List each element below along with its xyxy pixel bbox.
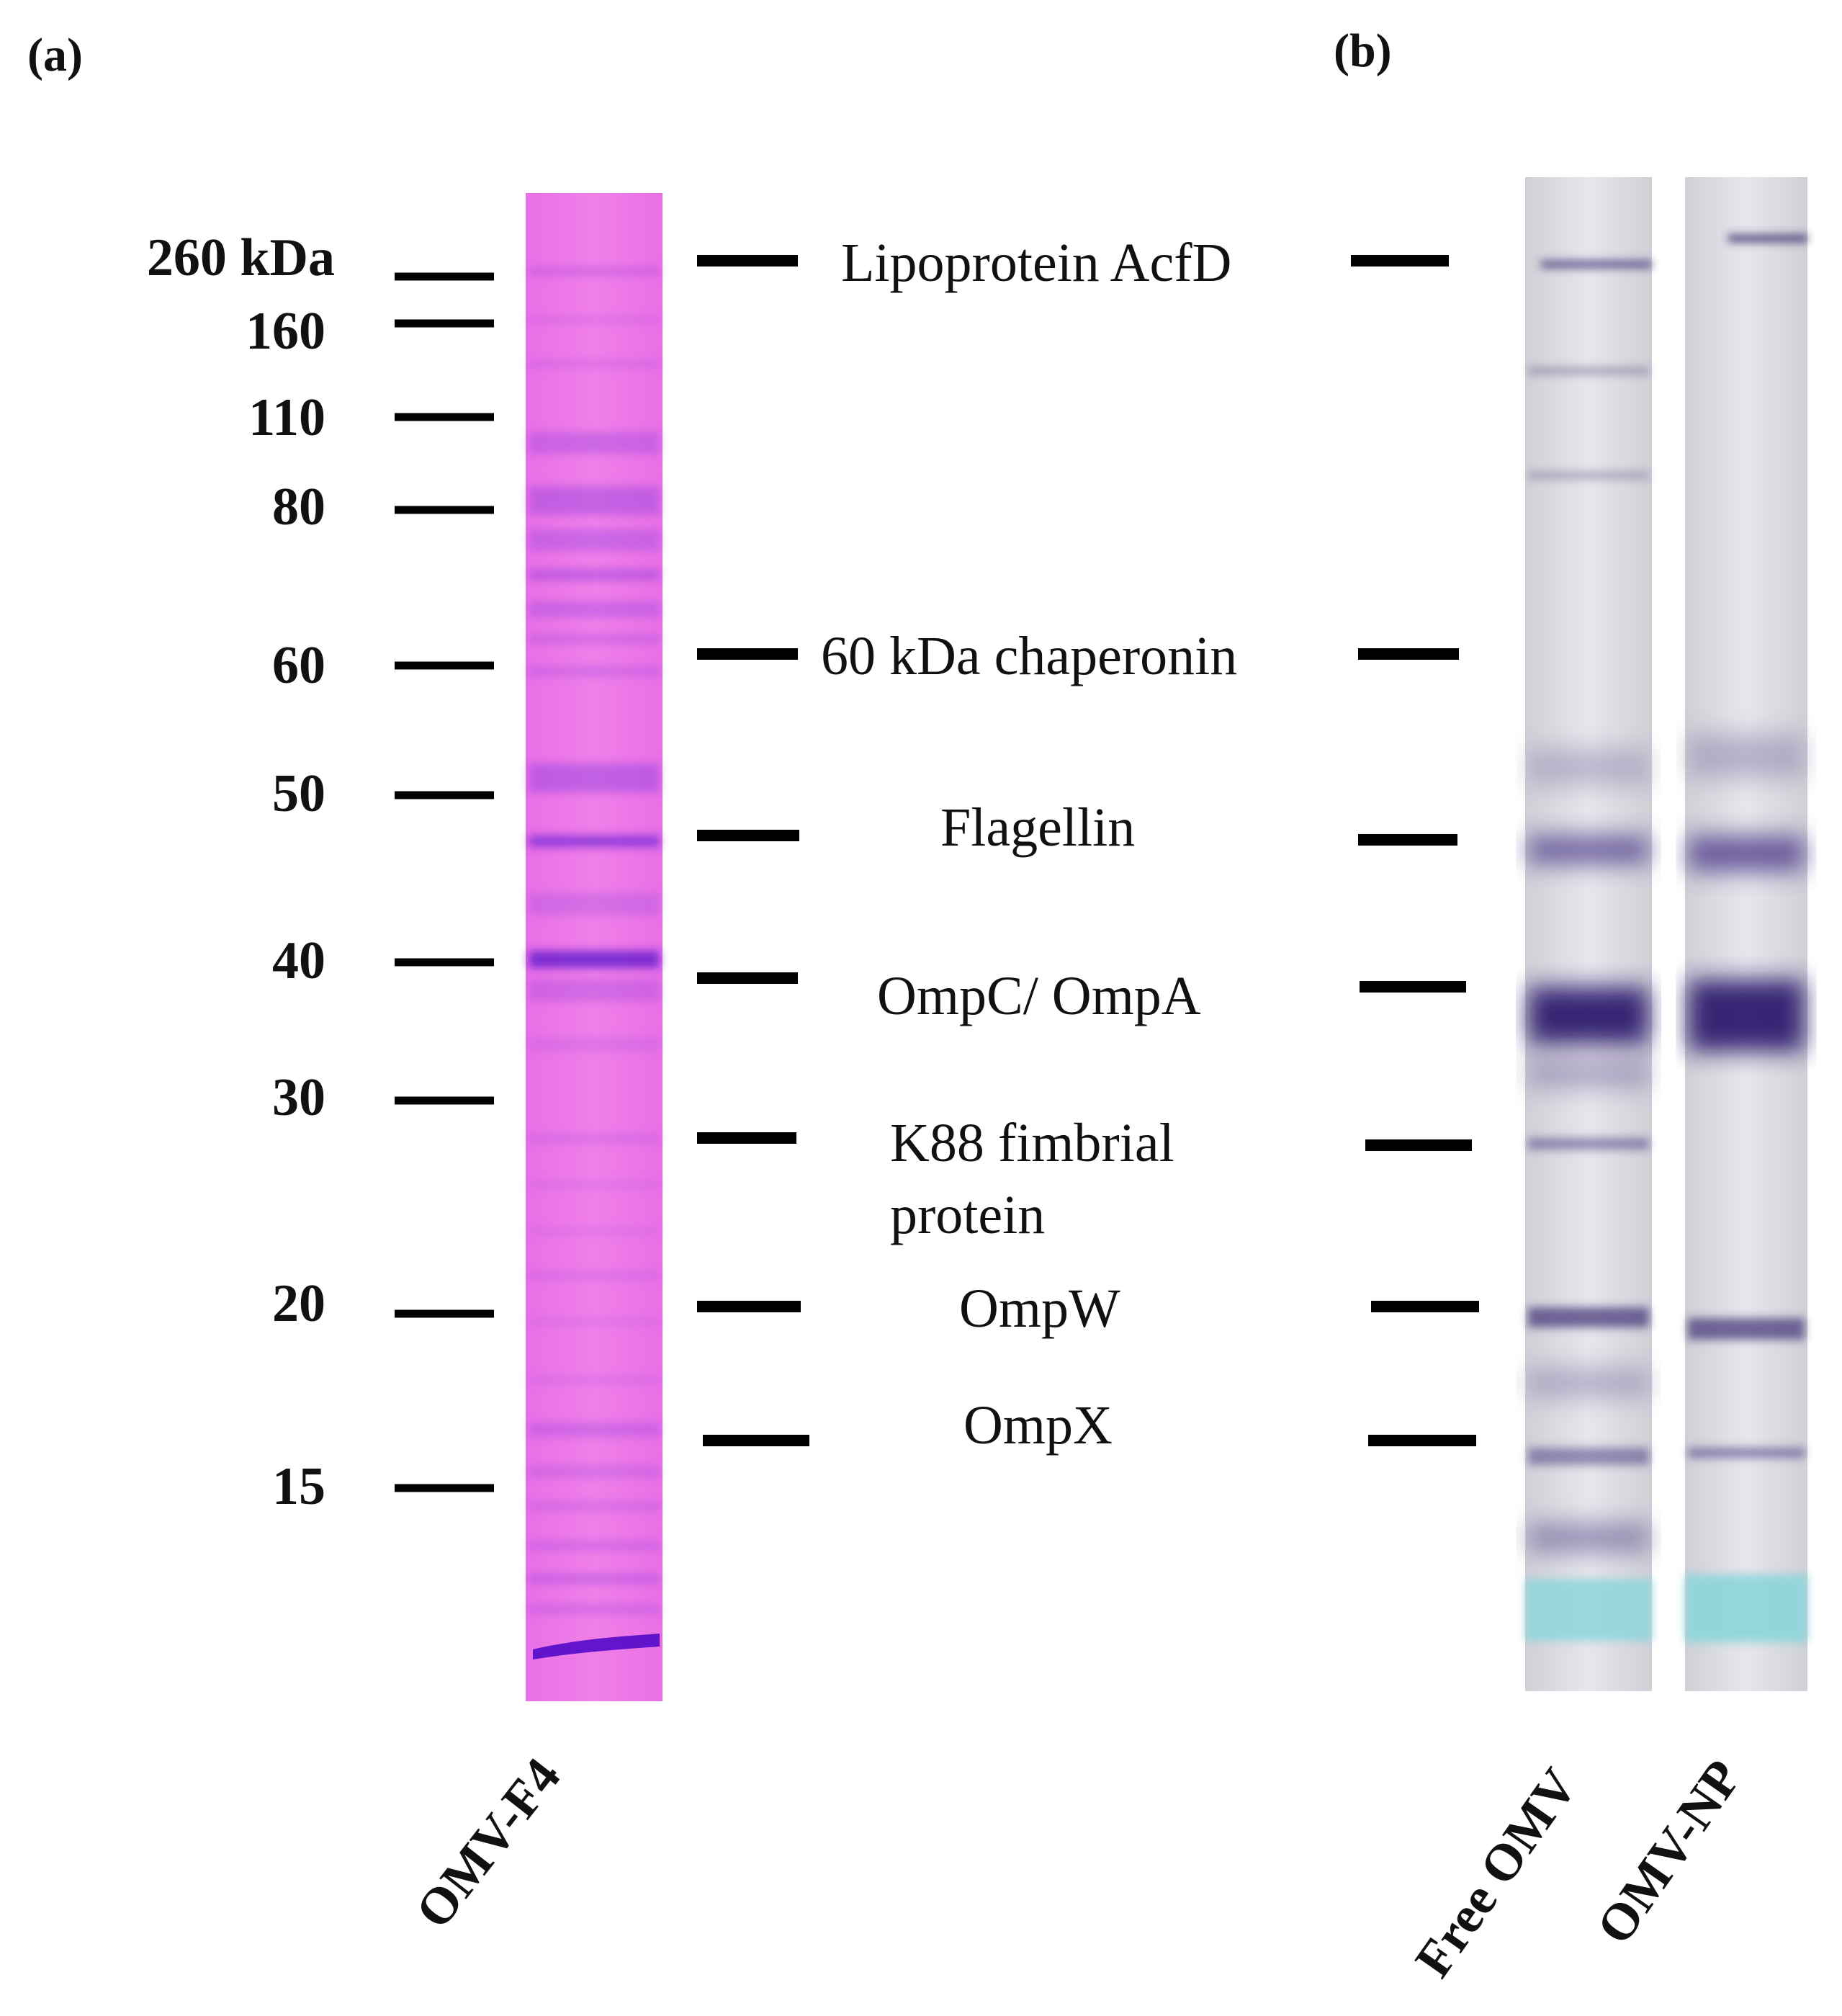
lane-omv-np-dye-front <box>1685 1574 1807 1642</box>
lane-label-free-omv: Free OMV <box>1404 1758 1589 1987</box>
lane-omv-np-bands <box>1688 235 1807 1458</box>
ladder-label-30: 30 <box>272 1068 325 1127</box>
protein-label-k88-line1: K88 fimbrial <box>890 1113 1174 1173</box>
ladder-label-20: 20 <box>272 1274 325 1333</box>
panel-label-b: (b) <box>1334 24 1392 77</box>
ladder-label-60: 60 <box>272 636 325 695</box>
ladder-label-260: 260 kDa <box>147 228 335 287</box>
protein-labels: Lipoprotein AcfD 60 kDa chaperonin Flage… <box>697 233 1237 1456</box>
protein-label-acfd: Lipoprotein AcfD <box>841 233 1231 293</box>
lane-free-omv <box>1525 177 1652 1691</box>
lane-label-omv-np: OMV-NP <box>1586 1750 1753 1954</box>
western-blot-ticks <box>1351 255 1479 1446</box>
panel-label-a: (a) <box>27 29 83 81</box>
protein-label-chaperonin: 60 kDa chaperonin <box>821 626 1237 686</box>
ladder-label-110: 110 <box>248 388 325 447</box>
ladder-label-40: 40 <box>272 931 325 990</box>
ladder-markers: 260 kDa 160 110 80 60 50 40 30 20 15 <box>147 228 494 1516</box>
lane-omv-f4 <box>526 193 662 1701</box>
ladder-label-50: 50 <box>272 764 325 823</box>
ladder-label-15: 15 <box>272 1457 325 1516</box>
lane-omv-f4-bands <box>529 268 660 1613</box>
ladder-label-80: 80 <box>272 478 325 537</box>
lane-omv-f4-dye-front <box>533 1634 660 1659</box>
protein-label-k88-line2: protein <box>890 1185 1045 1245</box>
protein-label-ompc: OmpC/ OmpA <box>877 966 1201 1026</box>
lane-free-omv-bands <box>1528 261 1652 1552</box>
lane-free-omv-background <box>1525 177 1652 1691</box>
lane-omv-np <box>1685 177 1807 1691</box>
protein-label-flagellin: Flagellin <box>940 797 1135 858</box>
protein-label-ompx: OmpX <box>963 1395 1113 1456</box>
protein-label-ompw: OmpW <box>959 1278 1120 1339</box>
ladder-label-160: 160 <box>246 302 325 361</box>
lane-label-omv-f4: OMV-F4 <box>405 1747 572 1939</box>
lane-omv-np-background <box>1685 177 1807 1691</box>
lane-free-omv-dye-front <box>1525 1579 1652 1641</box>
